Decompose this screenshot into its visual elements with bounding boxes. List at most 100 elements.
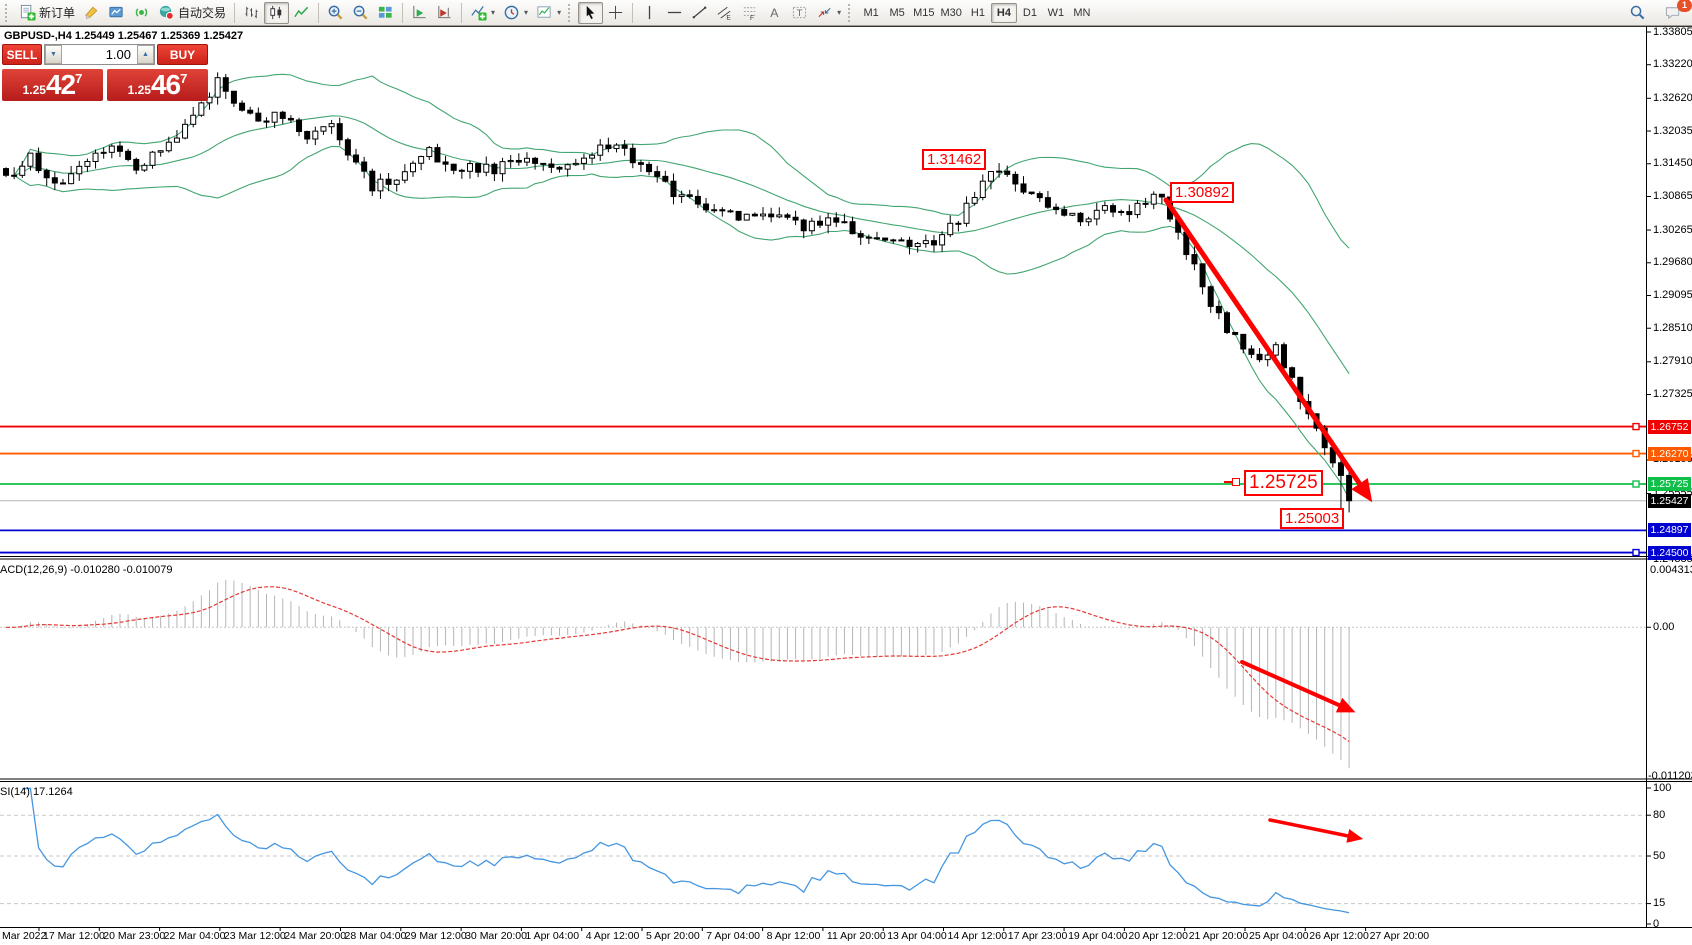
equidistant-channel-icon: E (716, 4, 733, 21)
cursor-tool-button[interactable] (578, 1, 604, 24)
timeframe-button-m30[interactable]: M30 (940, 6, 962, 19)
svg-text:T: T (797, 8, 803, 19)
timeframe-button-m15[interactable]: M15 (913, 6, 935, 19)
arrow-shapes-icon (816, 4, 833, 21)
toolbar: 新订单 自动交易 (0, 0, 1692, 26)
periods-button[interactable]: ▾ (499, 2, 532, 24)
price-axis-tick: 1.29680 (1653, 256, 1692, 269)
buy-price-tile[interactable]: 1.25 46 7 (107, 69, 208, 101)
price-axis-tick: 1.31450 (1653, 157, 1692, 170)
signals-button[interactable] (129, 2, 154, 24)
arrows-tool-button[interactable]: ▾ (812, 2, 845, 24)
sell-button[interactable]: SELL (2, 44, 42, 65)
timeframe-button-m1[interactable]: M1 (863, 6, 879, 19)
fibonacci-icon: F (741, 4, 758, 21)
arrows-caret-icon: ▾ (837, 8, 842, 17)
horizontal-line-tool-button[interactable] (662, 2, 687, 24)
cursor-icon (582, 4, 599, 21)
periods-caret-icon: ▾ (524, 8, 529, 17)
time-axis-label: 7 Apr 04:00 (706, 930, 761, 942)
timeframe-button-w1[interactable]: W1 (1047, 6, 1065, 19)
candlestick-mode-button[interactable] (264, 1, 290, 24)
bar-chart-icon (243, 4, 260, 21)
macd-axis-min: -0.011203 (1648, 770, 1692, 782)
timeframe-button-m5[interactable]: M5 (889, 6, 905, 19)
zoom-out-icon (352, 4, 369, 21)
search-icon (1629, 4, 1646, 21)
search-button[interactable] (1625, 2, 1650, 24)
level-price-badge: 1.24500 (1648, 545, 1691, 560)
toolbar-grip[interactable] (5, 3, 12, 22)
volume-increase-button[interactable]: ▲ (137, 45, 154, 64)
rsi-axis-tick: 0 (1653, 917, 1660, 930)
price-callout[interactable]: 1.25003 (1280, 508, 1345, 529)
autotrading-button[interactable]: 自动交易 (154, 2, 230, 24)
autotrading-icon (158, 4, 175, 21)
svg-text:A: A (770, 6, 779, 20)
callout-anchor-marker (1232, 478, 1240, 486)
zoom-out-button[interactable] (348, 2, 373, 24)
price-callout[interactable]: 1.31462 (922, 149, 987, 170)
trendline-tool-button[interactable] (687, 2, 712, 24)
price-axis-tick: 1.29095 (1653, 289, 1692, 301)
indicators-icon (470, 4, 487, 21)
autotrading-label: 自动交易 (178, 6, 227, 20)
text-label-tool-button[interactable]: T (787, 2, 812, 24)
buy-button[interactable]: BUY (157, 44, 208, 65)
price-axis-tick: 1.30265 (1653, 223, 1692, 236)
time-axis-label: 4 Apr 12:00 (585, 930, 640, 942)
toolbar-grip[interactable] (568, 3, 575, 22)
price-callout[interactable]: 1.30892 (1170, 182, 1235, 203)
fibonacci-tool-button[interactable]: F (737, 2, 762, 24)
chart-shift-button[interactable] (432, 2, 457, 24)
vertical-line-tool-button[interactable] (637, 2, 662, 24)
trendline-icon (691, 4, 708, 21)
text-tool-button[interactable]: A (762, 2, 787, 24)
timeframe-button-h4[interactable]: H4 (990, 2, 1017, 23)
crosshair-tool-button[interactable] (603, 2, 628, 24)
level-price-badge: 1.25725 (1648, 477, 1691, 492)
volume-stepper: ▼ ▲ (44, 44, 155, 65)
timeframe-button-h1[interactable]: H1 (970, 6, 985, 19)
sell-price-tile[interactable]: 1.25 42 7 (2, 69, 103, 101)
templates-button[interactable]: ▾ (532, 2, 565, 24)
time-axis-label: 11 Apr 20:00 (826, 930, 886, 942)
rsi-indicator-label: SI(14) 17.1264 (0, 786, 73, 798)
zoom-in-button[interactable] (323, 2, 348, 24)
sell-price-pip: 7 (75, 71, 83, 86)
price-axis-tick: 1.32620 (1653, 91, 1692, 104)
chart-title: GBPUSD-,H4 1.25449 1.25467 1.25369 1.254… (4, 30, 244, 42)
price-callout[interactable]: 1.25725 (1244, 470, 1323, 496)
chart-shift-icon (436, 4, 453, 21)
highlight-tool-button[interactable] (79, 2, 104, 24)
notifications-button[interactable]: 1 (1660, 0, 1692, 24)
crosshair-icon (607, 4, 624, 21)
new-order-button[interactable]: 新订单 (15, 2, 79, 24)
timeframe-button-mn[interactable]: MN (1073, 6, 1091, 19)
toolbar-grip[interactable] (848, 3, 855, 22)
channel-tool-button[interactable]: E (712, 2, 737, 24)
tile-windows-button[interactable] (373, 2, 398, 24)
price-axis-tick: 1.33220 (1653, 58, 1692, 71)
indicators-button[interactable]: ▾ (466, 2, 499, 24)
rsi-axis-tick: 80 (1653, 808, 1666, 821)
vertical-line-icon (641, 4, 658, 21)
auto-scroll-button[interactable] (407, 2, 432, 24)
volume-decrease-button[interactable]: ▼ (45, 45, 62, 64)
callout-anchor-line (1224, 481, 1233, 483)
one-click-trading-panel: SELL ▼ ▲ BUY 1.25427 1.25467 (2, 44, 208, 101)
time-axis-label: 19 Apr 04:00 (1068, 930, 1128, 942)
bar-chart-mode-button[interactable] (239, 2, 264, 24)
svg-text:E: E (726, 15, 731, 21)
time-axis-label: 14 Apr 12:00 (947, 930, 1008, 942)
profiles-button[interactable] (104, 2, 129, 24)
price-axis-tick: 1.27325 (1653, 388, 1692, 401)
line-chart-mode-button[interactable] (289, 2, 314, 24)
candlestick-icon (268, 4, 285, 21)
horizontal-line-icon (666, 4, 683, 21)
timeframe-button-d1[interactable]: D1 (1022, 6, 1037, 19)
rsi-axis-tick: 50 (1653, 849, 1666, 862)
volume-input[interactable] (62, 45, 137, 64)
